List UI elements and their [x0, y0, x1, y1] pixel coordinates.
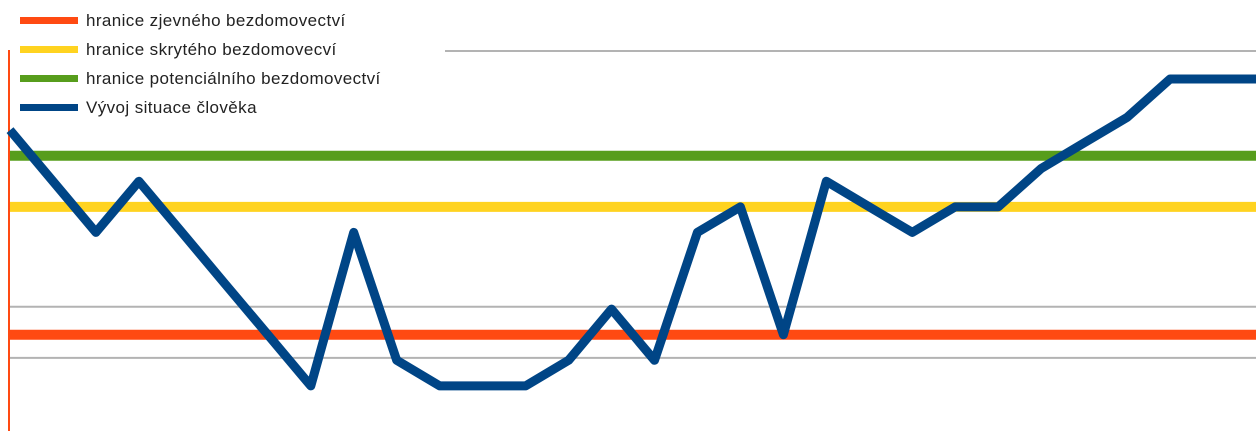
legend: hranice zjevného bezdomovectví hranice s…: [20, 6, 381, 122]
legend-item: Vývoj situace člověka: [20, 93, 381, 122]
legend-item: hranice zjevného bezdomovectví: [20, 6, 381, 35]
legend-swatch: [20, 17, 78, 24]
legend-swatch: [20, 104, 78, 111]
legend-label: hranice skrytého bezdomovecví: [86, 39, 337, 59]
legend-label: hranice zjevného bezdomovectví: [86, 10, 346, 30]
legend-label: hranice potenciálního bezdomovectví: [86, 68, 381, 88]
legend-swatch: [20, 75, 78, 82]
series-line: [6, 74, 1256, 391]
legend-item: hranice potenciálního bezdomovectví: [20, 64, 381, 93]
series-polyline: [6, 74, 1256, 391]
legend-swatch: [20, 46, 78, 53]
legend-label: Vývoj situace člověka: [86, 97, 257, 117]
legend-item: hranice skrytého bezdomovecví: [20, 35, 381, 64]
